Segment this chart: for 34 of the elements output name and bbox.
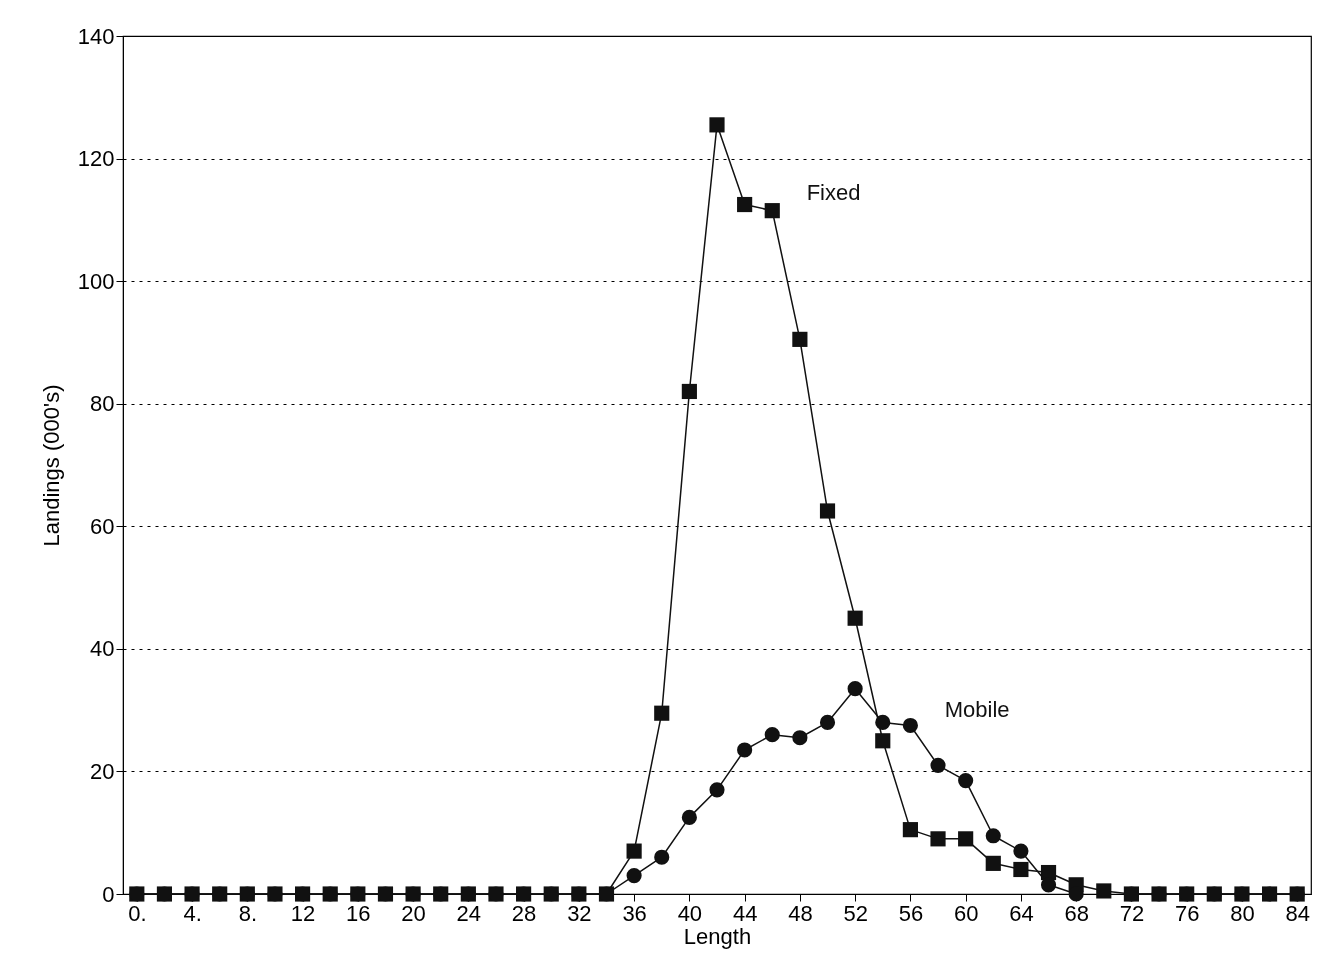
x-tick-label: 8. [238,900,258,926]
x-axis-title: Length [683,923,752,949]
x-tick-label: 76 [1174,900,1200,926]
x-tick-label: 16 [346,900,371,926]
series-label: Mobile [944,697,1010,723]
x-tick-label: 56 [898,900,924,926]
x-tick-label: 0. [128,900,147,926]
y-tick-label: 40 [90,636,115,662]
x-tick-label: 20 [401,900,426,926]
y-tick-label: 0 [102,881,115,907]
x-tick-label: 72 [1119,900,1145,926]
x-tick-label: 64 [1009,900,1034,926]
x-tick-label: 80 [1230,900,1255,926]
x-tick-label: 36 [622,900,647,926]
y-tick-label: 60 [90,513,115,539]
series-label: Fixed [806,179,861,205]
x-tick-label: 12 [290,900,316,926]
x-tick-label: 48 [788,900,813,926]
y-tick-label: 80 [90,391,115,417]
y-tick-label: 100 [77,268,115,294]
y-tick-label: 20 [90,758,115,784]
x-tick-label: 40 [677,900,703,926]
x-tick-label: 4. [183,900,202,926]
y-axis-title: Landings (000's) [38,384,64,547]
x-tick-label: 60 [953,900,979,926]
x-tick-label: 44 [732,900,758,926]
x-tick-label: 28 [511,900,537,926]
y-tick-label: 120 [77,146,115,172]
x-tick-label: 32 [567,900,592,926]
x-tick-label: 24 [456,900,482,926]
y-tick-label: 140 [77,23,115,49]
x-tick-label: 52 [843,900,868,926]
x-tick-label: 68 [1064,900,1089,926]
x-tick-label: 84 [1285,900,1310,926]
